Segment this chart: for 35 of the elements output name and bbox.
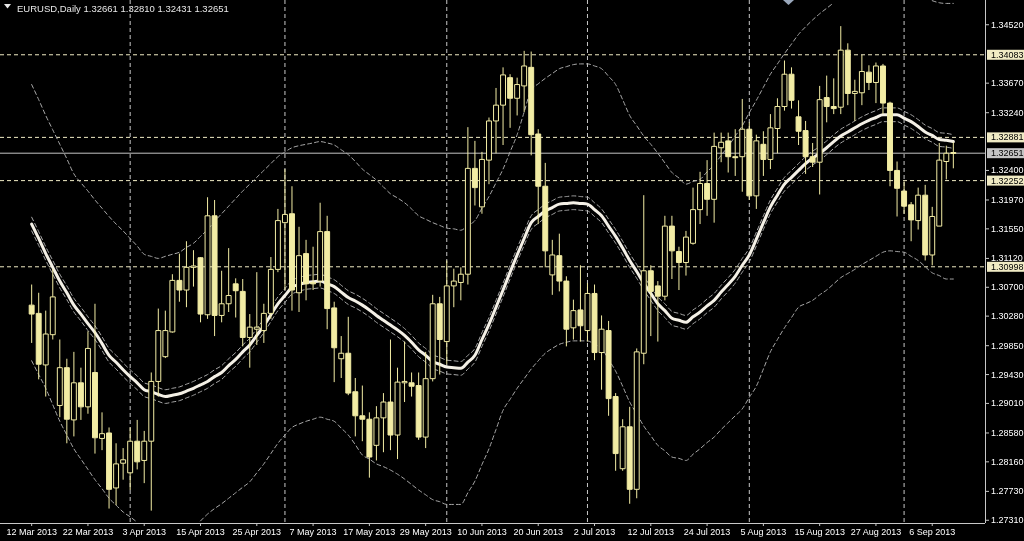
x-tick-label: 17 May 2013 bbox=[343, 527, 396, 537]
y-tick-label: 1.29430 bbox=[991, 369, 1024, 380]
y-tick-label: 1.31550 bbox=[991, 223, 1024, 234]
y-tick-label: 1.31970 bbox=[991, 194, 1024, 205]
y-tick-label: 1.29010 bbox=[991, 398, 1024, 409]
y-tick-label: 1.33670 bbox=[991, 78, 1024, 89]
x-tick-label: 12 Jul 2013 bbox=[627, 527, 675, 537]
x-tick-label: 2 Jul 2013 bbox=[573, 527, 616, 537]
y-tick-label: 1.34520 bbox=[991, 19, 1024, 30]
x-tick-label: 29 May 2013 bbox=[399, 527, 452, 537]
x-tick-label: 20 Jun 2013 bbox=[513, 527, 564, 537]
y-tick-label: 1.31120 bbox=[991, 253, 1023, 264]
x-tick-label: 27 Aug 2013 bbox=[850, 527, 902, 537]
y-tick-label: 1.28160 bbox=[991, 456, 1024, 467]
x-tick-label: 24 Jul 2013 bbox=[683, 527, 731, 537]
x-tick-label: 5 Aug 2013 bbox=[740, 527, 787, 537]
x-tick-label: 7 May 2013 bbox=[289, 527, 337, 537]
y-tick-label: 1.29850 bbox=[991, 340, 1024, 351]
x-tick-label: 15 Aug 2013 bbox=[794, 527, 845, 537]
chart-title: EURUSD,Daily 1.32661 1.32810 1.32431 1.32651 bbox=[17, 3, 229, 14]
x-tick-label: 15 Apr 2013 bbox=[176, 527, 225, 537]
x-tick-label: 12 Mar 2013 bbox=[6, 527, 57, 537]
y-tick-label: 1.27310 bbox=[991, 515, 1024, 526]
x-tick-label: 10 Jun 2013 bbox=[457, 527, 507, 537]
y-tick-label: 1.30280 bbox=[991, 311, 1024, 322]
y-tick-label: 1.30700 bbox=[991, 282, 1024, 293]
x-tick-label: 6 Sep 2013 bbox=[909, 527, 956, 537]
y-tick-label: 1.33240 bbox=[991, 107, 1024, 118]
y-tick-label: 1.32400 bbox=[991, 165, 1024, 176]
x-tick-label: 25 Apr 2013 bbox=[232, 527, 282, 537]
x-tick-label: 3 Apr 2013 bbox=[122, 527, 167, 537]
y-tick-label: 1.27730 bbox=[991, 486, 1024, 497]
candlestick bbox=[232, 277, 239, 319]
y-tick-label: 1.28580 bbox=[991, 427, 1024, 438]
x-tick-label: 22 Mar 2013 bbox=[62, 527, 114, 537]
